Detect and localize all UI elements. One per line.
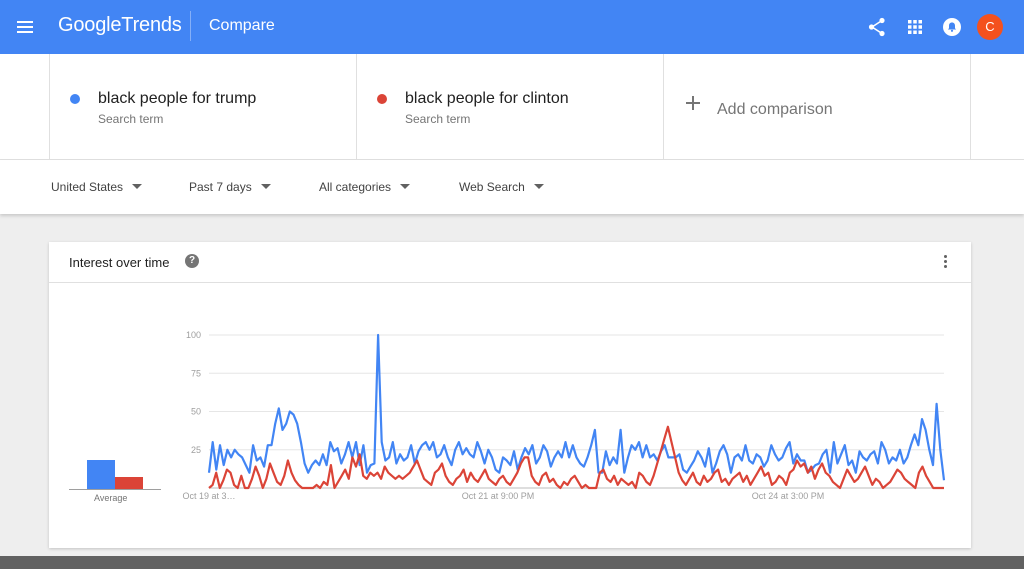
- term-color-dot: [70, 94, 80, 104]
- interest-over-time-card: Interest over time ? Average 100 75 50 25 Oc…: [49, 242, 971, 548]
- filter-bar: United States Past 7 days All categories…: [0, 160, 1024, 214]
- header-divider: [190, 11, 191, 41]
- more-options-icon[interactable]: [940, 254, 950, 270]
- add-icon: [686, 96, 700, 110]
- series-line-clinton: [208, 425, 944, 490]
- average-bar-trump: [87, 459, 115, 489]
- term-subtitle: Search term: [98, 112, 164, 126]
- card-header: Interest over time ?: [49, 242, 971, 283]
- help-icon[interactable]: ?: [185, 254, 199, 268]
- google-trends-logo[interactable]: GoogleTrends: [58, 14, 182, 37]
- menu-icon[interactable]: [14, 15, 38, 39]
- comparison-terms: black people for trump Search term black…: [0, 54, 1024, 160]
- average-axis: [69, 489, 161, 490]
- notifications-icon[interactable]: [940, 15, 964, 39]
- property-value: Web Search: [459, 180, 525, 194]
- series-line-trump: [207, 333, 946, 481]
- chevron-down-icon: [533, 184, 544, 190]
- term-card-trump[interactable]: black people for trump Search term: [49, 54, 356, 160]
- share-icon[interactable]: [865, 15, 889, 39]
- average-label: Average: [94, 493, 128, 503]
- add-comparison-button[interactable]: Add comparison: [663, 54, 971, 160]
- region-value: United States: [51, 180, 124, 194]
- x-tick-label: Oct 19 at 3…: [182, 491, 235, 501]
- region-dropdown[interactable]: United States: [51, 180, 143, 194]
- app-bar: GoogleTrends Compare C: [0, 0, 1024, 54]
- x-tick-label: Oct 21 at 9:00 PM: [462, 491, 535, 501]
- average-bar-clinton: [115, 476, 143, 489]
- chevron-down-icon: [132, 184, 143, 190]
- card-title: Interest over time: [69, 255, 170, 270]
- add-comparison-label: Add comparison: [717, 101, 833, 118]
- period-dropdown[interactable]: Past 7 days: [189, 180, 271, 194]
- logo-brand: Google: [58, 14, 122, 36]
- period-value: Past 7 days: [189, 180, 252, 194]
- y-tick-label: 25: [191, 445, 201, 455]
- term-title[interactable]: black people for clinton: [405, 90, 569, 107]
- term-card-clinton[interactable]: black people for clinton Search term: [356, 54, 663, 160]
- chevron-down-icon: [400, 184, 411, 190]
- term-title[interactable]: black people for trump: [98, 90, 257, 107]
- logo-product: Trends: [121, 14, 182, 36]
- y-tick-label: 75: [191, 368, 201, 378]
- window-bottom-edge: [0, 556, 1024, 569]
- x-tick-label: Oct 24 at 3:00 PM: [752, 491, 825, 501]
- category-value: All categories: [319, 180, 392, 194]
- category-dropdown[interactable]: All categories: [319, 180, 411, 194]
- account-avatar[interactable]: C: [977, 14, 1003, 40]
- chevron-down-icon: [260, 184, 271, 190]
- y-tick-label: 50: [191, 407, 201, 417]
- y-tick-label: 100: [186, 330, 201, 340]
- term-subtitle: Search term: [405, 112, 471, 126]
- term-color-dot: [377, 94, 387, 104]
- property-dropdown[interactable]: Web Search: [459, 180, 544, 194]
- page-title: Compare: [209, 17, 275, 34]
- interest-line-chart: 100 75 50 25 Oct 19 at 3… Oct 21 at 9:00 PM Oc…: [182, 330, 946, 501]
- apps-grid-icon[interactable]: [903, 15, 927, 39]
